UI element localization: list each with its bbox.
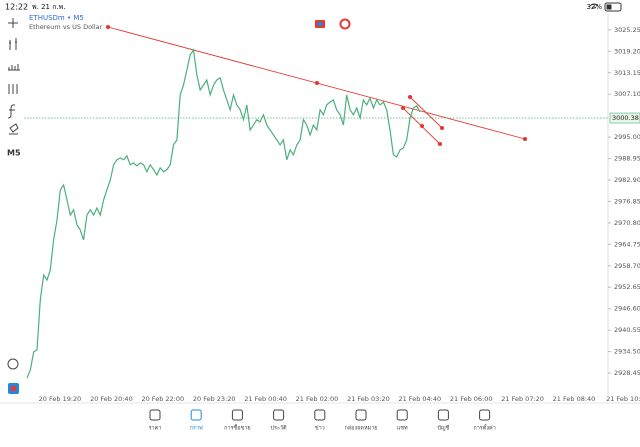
y-tick-label: 2940.55 [614,326,640,334]
tab-icon [314,409,326,421]
y-tick-label: 2995.00 [614,133,640,141]
battery-level [606,4,612,10]
tab-label: ราคา [149,426,162,432]
y-tick-label: 2934.50 [614,348,640,356]
sell-icon-inner [318,22,322,26]
battery-icon [604,2,622,12]
tab-label: บัญชี [437,425,449,432]
x-tick-label: 20 Feb 23:20 [193,395,236,403]
timeframe-button[interactable]: M5 [7,149,21,158]
x-tick-label: 21 Feb 02:00 [296,395,339,403]
tab-icon [190,409,202,421]
trend-line [409,96,443,129]
tab[interactable]: ประวัติ [271,409,287,432]
trend-point [439,125,445,131]
tab[interactable]: กล่องจดหมาย [344,409,378,432]
status-time: 12:22 [5,3,28,12]
x-tick-label: 21 Feb 08:40 [553,395,596,403]
y-tick-label: 2988.95 [614,155,640,163]
tab-label: กราฟ [190,425,203,432]
wifi-icon [589,3,599,9]
y-tick-label: 3013.15 [614,69,640,77]
indicators-tool[interactable] [8,84,18,94]
tab-icon [437,409,449,421]
tab-icon [149,409,161,421]
y-tick-label: 3019.20 [614,47,640,55]
y-tick-label: 2958.70 [614,262,640,270]
trend-point [314,80,320,86]
symbol-subtitle: Ethereum vs US Dollar [29,23,103,31]
buy-icon[interactable] [339,18,351,30]
x-tick-label: 21 Feb 00:40 [244,395,287,403]
trend-point [522,136,528,142]
crosshair-tool[interactable] [8,18,18,28]
trend-point [419,123,425,129]
x-tick-label: 21 Feb 06:00 [450,395,493,403]
tab-icon [479,409,491,421]
y-tick-label: 2946.60 [614,305,640,313]
x-tick-label: 21 Feb 07:20 [501,395,544,403]
x-tick-label: 20 Feb 22:00 [141,395,184,403]
trend-point [437,141,443,147]
status-date: พ. 21 ก.พ. [32,3,66,11]
x-tick-label: 21 Feb 03:20 [347,395,390,403]
tab[interactable]: ราคา [149,409,162,432]
function-tool[interactable] [7,104,16,119]
current-price-label: 3000.38 [612,114,639,122]
tab-icon [355,409,367,421]
trend-point [400,105,406,111]
y-tick-label: 2982.90 [614,176,640,184]
trend-point [407,94,413,100]
trend-point [105,24,111,30]
tab-label: ข่าว [315,426,325,432]
tab[interactable]: บัญชี [437,409,450,432]
tab-icon [273,409,285,421]
y-tick-label: 3007.10 [614,90,640,98]
y-tick-label: 3025.25 [614,26,640,34]
x-tick-label: 21 Feb 04:40 [398,395,441,403]
x-tick-label: 21 Feb 10:0 [606,395,640,403]
tab-label: การตั้งค่า [473,424,495,432]
tab-label: ประวัติ [271,425,287,432]
x-tick-label: 20 Feb 19:20 [39,395,82,403]
tab-label: กล่องจดหมาย [344,426,377,432]
trade-panel-icon-inner [10,385,17,392]
x-tick-label: 20 Feb 20:40 [90,395,133,403]
zoom-tool[interactable] [7,358,19,370]
y-tick-label: 2964.75 [614,240,640,248]
tab-label: แชท [397,425,408,432]
tab[interactable]: การซื้อขาย [224,409,251,432]
current-price-box [609,112,640,124]
tab[interactable]: ข่าว [314,409,326,432]
tab-icon [396,409,408,421]
tab[interactable]: การตั้งค่า [473,409,496,432]
tab-icon [231,409,243,421]
y-tick-label: 2952.65 [614,283,640,291]
tab-label: การซื้อขาย [224,424,250,432]
tab[interactable]: กราฟ [190,409,203,432]
shapes-tool[interactable] [9,123,19,135]
price-line [26,48,421,379]
y-tick-label: 2976.85 [614,197,640,205]
symbol-title: ETHUSDm • M5 [29,14,84,22]
y-tick-label: 2928.45 [614,369,640,377]
tab[interactable]: แชท [396,409,408,432]
toolbar [7,18,20,370]
volume-tool[interactable] [8,64,20,71]
trend-lines [105,24,528,147]
y-tick-label: 2970.80 [614,219,640,227]
candles-tool[interactable] [9,38,17,50]
